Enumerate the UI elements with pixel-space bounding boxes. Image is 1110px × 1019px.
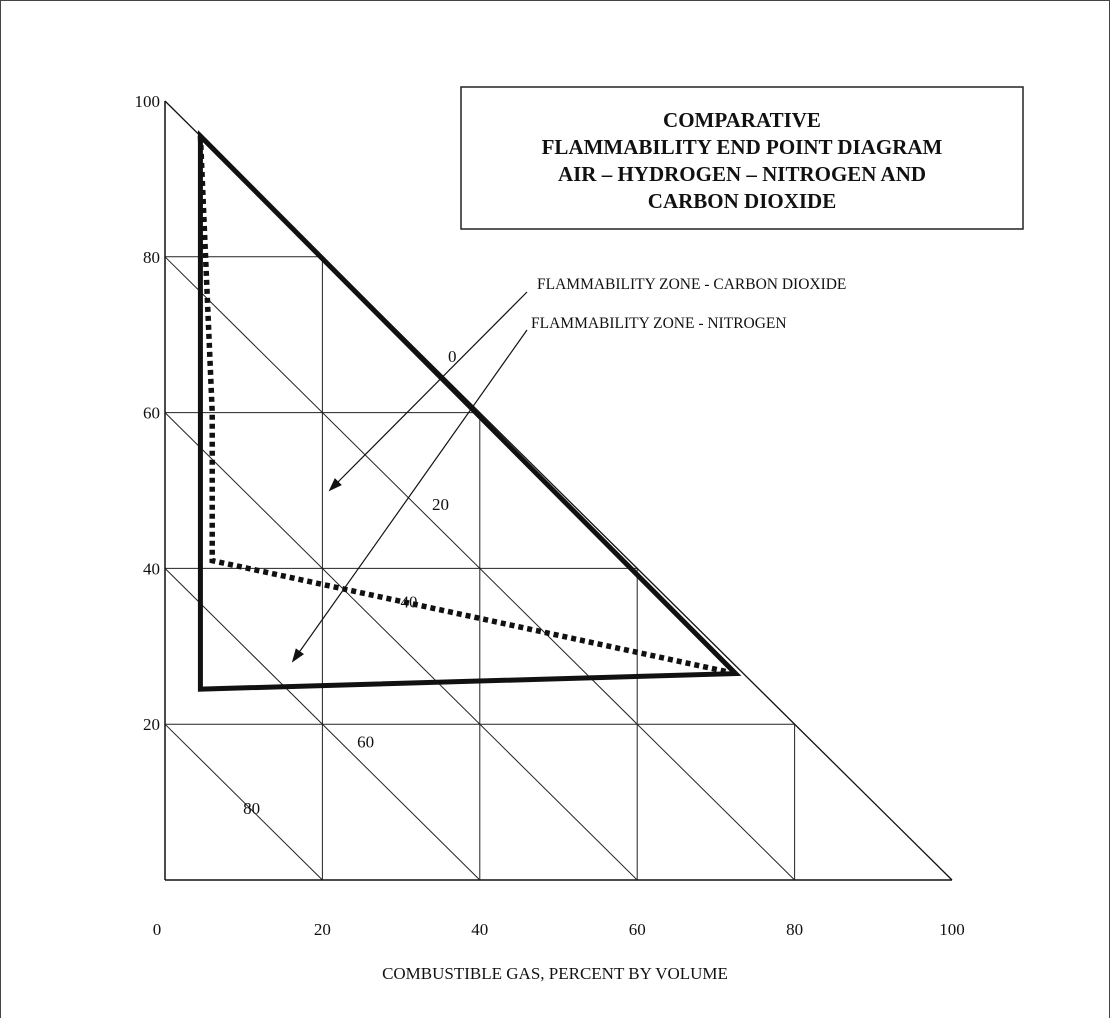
y-tick-40: 40 <box>143 559 160 578</box>
diagonal-labels: 0 20 40 60 80 <box>243 347 456 818</box>
diagonal-40 <box>164 568 481 881</box>
x-tick-100: 100 <box>939 920 965 939</box>
x-axis-label: COMBUSTIBLE GAS, PERCENT BY VOLUME <box>382 964 728 983</box>
callout-co2-label: FLAMMABILITY ZONE - CARBON DIOXIDE <box>537 276 846 293</box>
series-co2-outline <box>197 135 737 677</box>
title-line-3: AIR – HYDROGEN – NITROGEN AND <box>558 162 926 186</box>
x-tick-60: 60 <box>629 920 646 939</box>
title-line-1: COMPARATIVE <box>663 108 821 132</box>
title-line-4: CARBON DIOXIDE <box>648 189 836 213</box>
callout-n2-leader <box>291 329 528 663</box>
callout-co2-leader <box>328 291 528 492</box>
diagonal-20 <box>164 723 323 881</box>
diagonal-label-80: 80 <box>243 799 260 818</box>
x-tick-80: 80 <box>786 920 803 939</box>
y-tick-100: 100 <box>135 92 161 111</box>
callouts: FLAMMABILITY ZONE - CARBON DIOXIDE FLAMM… <box>291 276 846 663</box>
tick-labels: 0 20 40 60 80 100 20 40 60 80 100 <box>135 92 965 939</box>
x-tick-0: 0 <box>153 920 162 939</box>
diagonal-label-60: 60 <box>357 733 374 752</box>
title-line-2: FLAMMABILITY END POINT DIAGRAM <box>542 135 943 159</box>
x-tick-40: 40 <box>471 920 488 939</box>
diagonal-lines <box>164 256 795 881</box>
diagonal-label-40: 40 <box>400 592 417 611</box>
diagonal-label-0: 0 <box>448 347 457 366</box>
y-tick-80: 80 <box>143 248 160 267</box>
diagonal-60 <box>164 412 638 881</box>
callout-n2-label: FLAMMABILITY ZONE - NITROGEN <box>531 315 787 332</box>
title-box <box>460 86 1024 230</box>
diagonal-label-20: 20 <box>432 495 449 514</box>
diagonal-80 <box>164 256 795 881</box>
series-group <box>197 130 742 692</box>
y-tick-60: 60 <box>143 404 160 423</box>
y-tick-20: 20 <box>143 715 160 734</box>
series-n2-outline <box>197 130 742 692</box>
x-tick-20: 20 <box>314 920 331 939</box>
